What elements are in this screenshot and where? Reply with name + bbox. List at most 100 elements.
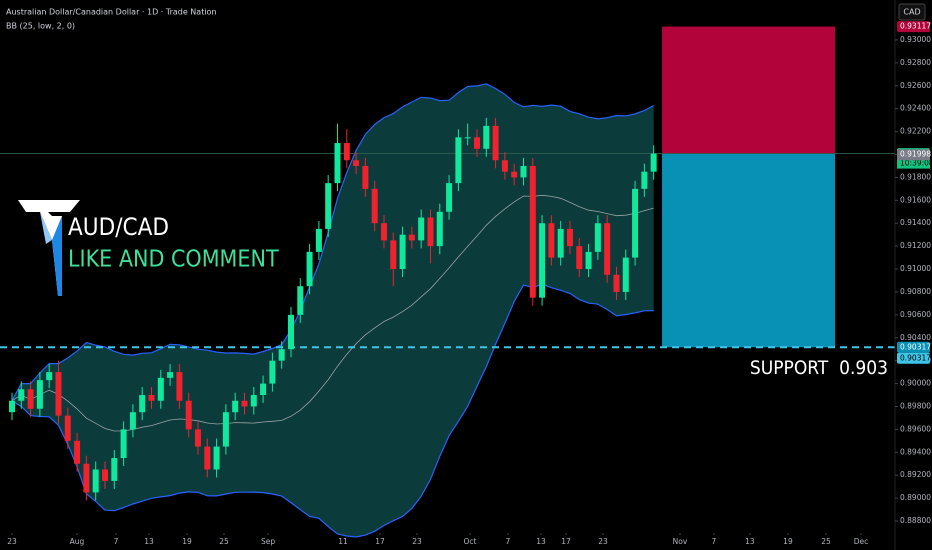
candle-body xyxy=(446,183,453,212)
candle-body xyxy=(594,223,601,252)
candle-body xyxy=(306,251,313,287)
candle-body xyxy=(501,160,508,172)
candle-body xyxy=(269,360,276,384)
overlay-subtitle: LIKE AND COMMENT xyxy=(68,247,279,273)
support-label: SUPPORT 0.903 xyxy=(750,357,888,379)
candle-body xyxy=(64,415,71,441)
candle-body xyxy=(18,389,25,401)
y-tick-label: 0.90600 xyxy=(900,310,931,319)
y-tick-label: 0.91200 xyxy=(900,241,931,250)
candle-body xyxy=(362,165,369,189)
support-tag-bg xyxy=(897,352,930,364)
overlay-title: AUD/CAD xyxy=(68,213,169,241)
candle-body xyxy=(548,223,555,258)
x-tick-label: 7 xyxy=(114,537,119,546)
candle-body xyxy=(650,153,657,172)
x-tick-label: Dec xyxy=(854,537,869,546)
candle-body xyxy=(473,137,480,149)
candle-body xyxy=(46,372,53,381)
x-tick-label: Nov xyxy=(673,537,688,546)
stop-tag: 0.93117 xyxy=(900,22,931,31)
candle-body xyxy=(232,400,239,413)
candle-body xyxy=(148,395,155,401)
candle-body xyxy=(120,429,127,459)
candle-body xyxy=(74,440,81,464)
candle-body xyxy=(455,137,462,184)
candle-body xyxy=(101,469,108,481)
x-tick-label: Aug xyxy=(70,537,85,546)
candle-body xyxy=(8,400,15,413)
currency[interactable]: CAD xyxy=(903,8,920,17)
candle-body xyxy=(36,380,43,409)
y-tick-label: 0.92400 xyxy=(900,104,931,113)
candle-body xyxy=(343,143,350,161)
candle-body xyxy=(260,383,267,396)
bb-fill xyxy=(12,83,654,538)
x-tick-label: 25 xyxy=(219,537,229,546)
y-tick-label: 0.88800 xyxy=(900,516,931,525)
candle-body xyxy=(613,274,620,292)
candle-body xyxy=(576,246,583,270)
y-tick-label: 0.89400 xyxy=(900,447,931,456)
target-tag: 0.90317 xyxy=(900,342,931,351)
countdown: 10:39:08 xyxy=(900,159,932,168)
candle-body xyxy=(520,165,527,178)
candle-body xyxy=(436,211,443,247)
x-tick-label: 23 xyxy=(412,537,422,546)
candle-body xyxy=(139,395,146,413)
candle-body xyxy=(213,446,220,470)
candle-body xyxy=(632,188,639,258)
candle-body xyxy=(380,223,387,241)
candle-body xyxy=(176,372,183,401)
candle-body xyxy=(250,395,257,407)
candle-body xyxy=(427,217,434,247)
x-tick-label: 13 xyxy=(536,537,546,546)
bid-tag-bg xyxy=(897,149,930,161)
candle-body xyxy=(297,286,304,315)
candle-body xyxy=(287,314,294,350)
stop-tag-bg xyxy=(897,21,930,33)
plot-area xyxy=(0,26,895,538)
x-tick-label: 17 xyxy=(561,537,571,546)
x-tick-label: 13 xyxy=(745,537,755,546)
indicator-label: BB (25, low, 2, 0) xyxy=(6,22,75,31)
x-tick-label: 13 xyxy=(144,537,154,546)
y-tick-label: 0.89200 xyxy=(900,470,931,479)
y-tick-label: 0.92200 xyxy=(900,127,931,136)
target-zone xyxy=(662,153,836,348)
candle-body xyxy=(315,228,322,252)
support-tag: 0.90317 xyxy=(900,353,931,362)
candle-body xyxy=(185,400,192,430)
bb-lower xyxy=(11,283,654,538)
y-tick-label: 0.91400 xyxy=(900,218,931,227)
candle-body xyxy=(418,217,425,241)
candle-body xyxy=(529,165,536,298)
candle-body xyxy=(566,228,573,247)
candle-body xyxy=(557,228,564,258)
candle-body xyxy=(622,257,629,292)
candle-body xyxy=(371,188,378,224)
candle-body xyxy=(55,372,62,416)
stop-zone xyxy=(662,26,836,154)
x-tick-label: 19 xyxy=(783,537,793,546)
candle-body xyxy=(399,234,406,270)
candle-body xyxy=(194,429,201,447)
candle-body xyxy=(83,463,90,493)
candle-body xyxy=(492,125,499,161)
candle-body xyxy=(278,349,285,361)
y-tick-label: 0.91000 xyxy=(900,264,931,273)
candle-body xyxy=(111,458,118,481)
x-tick-label: Sep xyxy=(261,537,275,546)
currency-box[interactable] xyxy=(898,3,926,21)
y-tick-label: 0.91600 xyxy=(900,195,931,204)
x-tick-label: 25 xyxy=(821,537,831,546)
candle-body xyxy=(483,125,490,149)
x-tick-label: 17 xyxy=(375,537,385,546)
candle-body xyxy=(325,183,332,229)
candle-body xyxy=(157,377,164,401)
candle-body xyxy=(167,372,174,378)
candle-body xyxy=(92,469,99,493)
candle-body xyxy=(334,143,341,184)
y-tick-label: 0.90800 xyxy=(900,287,931,296)
bid-tag: 0.91998 xyxy=(900,150,931,159)
